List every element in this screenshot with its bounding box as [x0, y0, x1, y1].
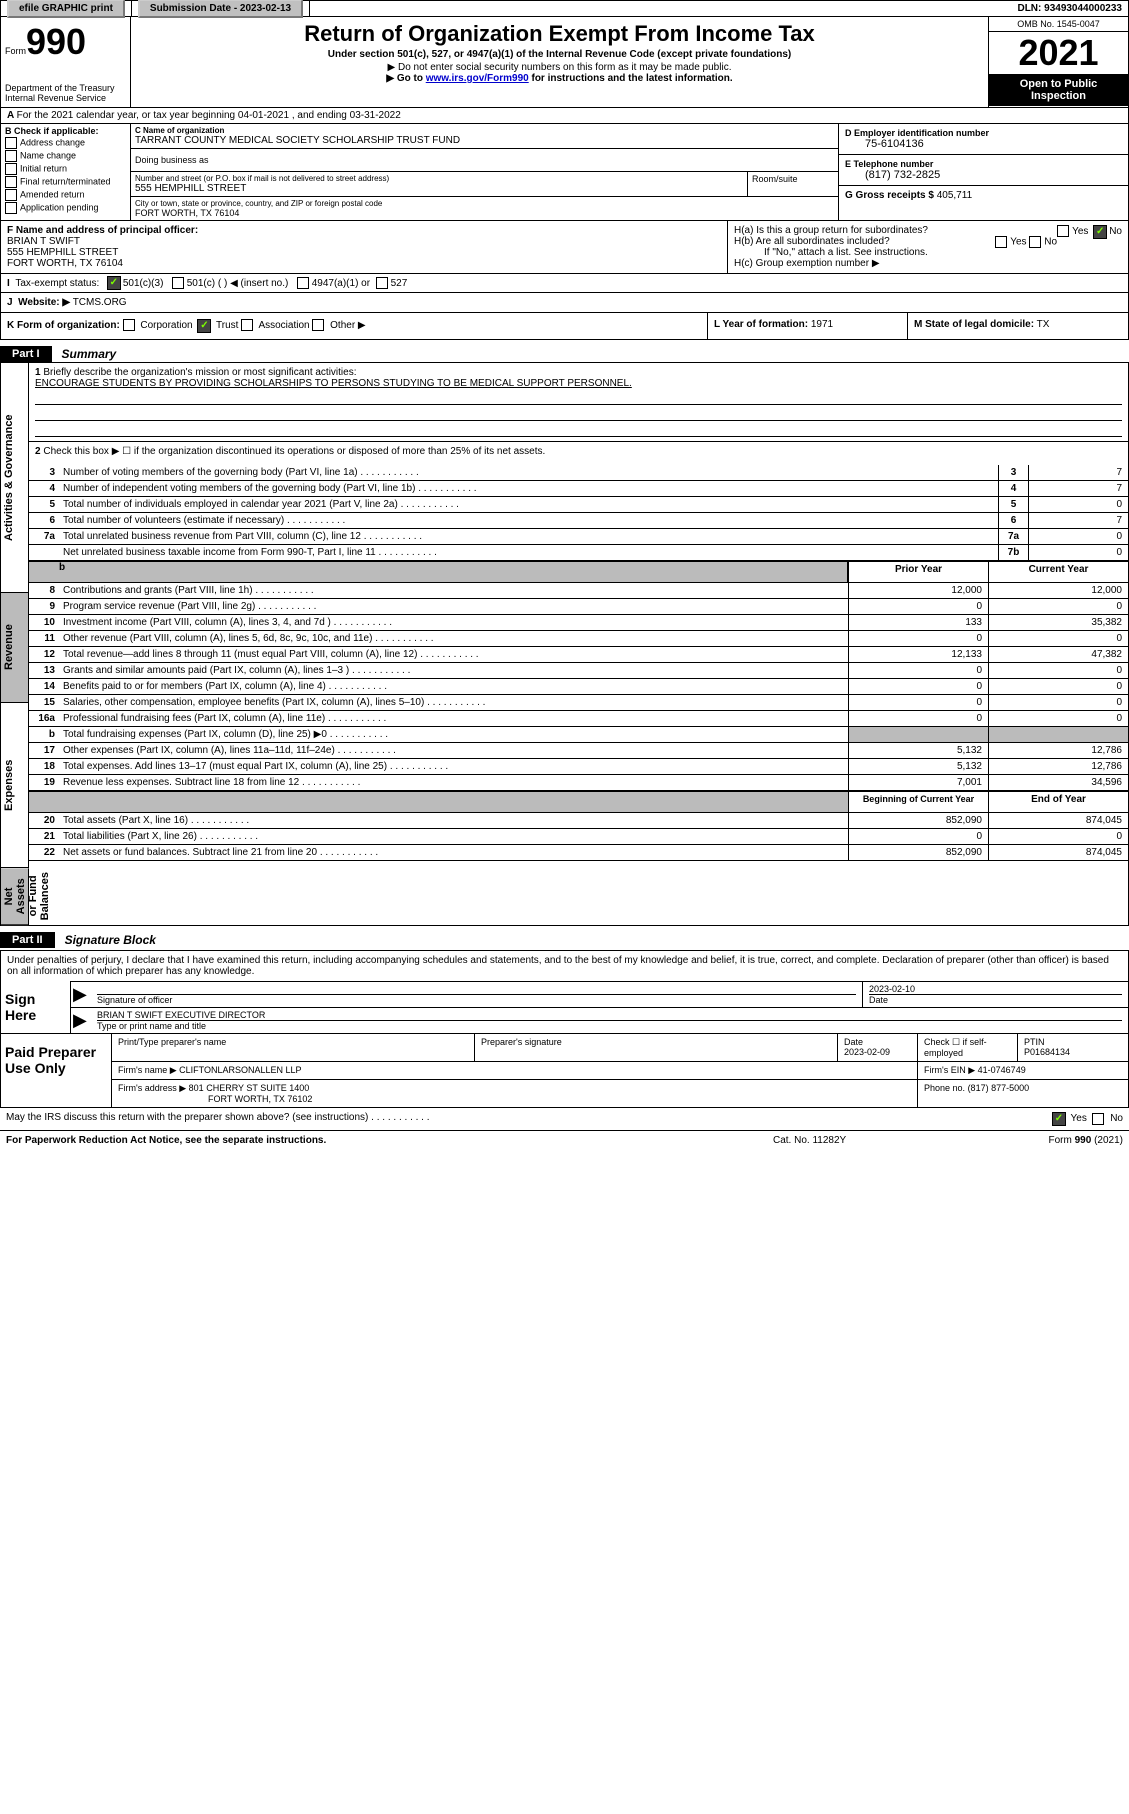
form-title: Return of Organization Exempt From Incom… — [135, 21, 984, 47]
part2-header: Part II Signature Block — [0, 932, 1129, 948]
irs-link[interactable]: www.irs.gov/Form990 — [426, 73, 529, 84]
summary-line: 21Total liabilities (Part X, line 26) 00 — [29, 829, 1128, 845]
signature-block: Under penalties of perjury, I declare th… — [0, 950, 1129, 1034]
side-governance: Activities & Governance — [1, 363, 29, 593]
line-2: 2 Check this box ▶ ☐ if the organization… — [29, 442, 1128, 465]
row-i: I Tax-exempt status: ✓ 501(c)(3) 501(c) … — [0, 274, 1129, 293]
form-number: 990 — [26, 21, 86, 62]
row-j: J Website: ▶ TCMS.ORG — [0, 293, 1129, 313]
submission-date: Submission Date - 2023-02-13 — [138, 0, 303, 18]
summary-line: 16aProfessional fundraising fees (Part I… — [29, 711, 1128, 727]
side-revenue: Revenue — [1, 593, 29, 703]
tax-year: 2021 — [989, 32, 1128, 74]
column-header-1: b Prior Year Current Year — [29, 561, 1128, 583]
mission-text: ENCOURAGE STUDENTS BY PROVIDING SCHOLARS… — [35, 378, 632, 389]
box-h: H(a) Is this a group return for subordin… — [728, 221, 1128, 273]
summary-line: bTotal fundraising expenses (Part IX, co… — [29, 727, 1128, 743]
discuss-row: May the IRS discuss this return with the… — [0, 1108, 1129, 1130]
subtitle-1: Under section 501(c), 527, or 4947(a)(1)… — [135, 49, 984, 60]
telephone-value: (817) 732-2825 — [845, 169, 1122, 181]
row-klm: K Form of organization: Corporation ✓ Tr… — [0, 313, 1129, 340]
subtitle-3: ▶ Go to www.irs.gov/Form990 for instruct… — [135, 73, 984, 84]
summary-line: 8Contributions and grants (Part VIII, li… — [29, 583, 1128, 599]
summary-line: 12Total revenue—add lines 8 through 11 (… — [29, 647, 1128, 663]
summary-line: 6Total number of volunteers (estimate if… — [29, 513, 1128, 529]
form-word: Form — [5, 46, 26, 56]
box-c-city: City or town, state or province, country… — [131, 197, 838, 220]
block-bcd: B Check if applicable: Address change Na… — [0, 124, 1129, 221]
open-public: Open to Public Inspection — [989, 74, 1128, 106]
summary-line: 5Total number of individuals employed in… — [29, 497, 1128, 513]
efile-button[interactable]: efile GRAPHIC print — [7, 0, 125, 18]
irs-label: Internal Revenue Service — [5, 93, 126, 103]
summary-line: 18Total expenses. Add lines 13–17 (must … — [29, 759, 1128, 775]
summary-line: 14Benefits paid to or for members (Part … — [29, 679, 1128, 695]
summary-line: 3Number of voting members of the governi… — [29, 465, 1128, 481]
gross-receipts: 405,711 — [937, 190, 972, 201]
summary-line: 20Total assets (Part X, line 16) 852,090… — [29, 813, 1128, 829]
summary-line: 22Net assets or fund balances. Subtract … — [29, 845, 1128, 861]
row-a: A For the 2021 calendar year, or tax yea… — [0, 108, 1129, 124]
box-c-street: Number and street (or P.O. box if mail i… — [131, 172, 748, 197]
box-d: D Employer identification number75-61041… — [838, 124, 1128, 220]
box-b: B Check if applicable: Address change Na… — [1, 124, 131, 220]
summary-line: 19Revenue less expenses. Subtract line 1… — [29, 775, 1128, 791]
summary-line: 4Number of independent voting members of… — [29, 481, 1128, 497]
side-expenses: Expenses — [1, 703, 29, 868]
summary-line: 13Grants and similar amounts paid (Part … — [29, 663, 1128, 679]
sign-here-label: Sign Here — [1, 981, 71, 1033]
summary-line: 11Other revenue (Part VIII, column (A), … — [29, 631, 1128, 647]
summary-table: Activities & Governance Revenue Expenses… — [0, 362, 1129, 926]
dln: DLN: 93493044000233 — [1011, 1, 1128, 16]
summary-line: 17Other expenses (Part IX, column (A), l… — [29, 743, 1128, 759]
mission-block: 1 Briefly describe the organization's mi… — [29, 363, 1128, 442]
preparer-block: Paid Preparer Use Only Print/Type prepar… — [0, 1034, 1129, 1108]
form-header: Form990 Department of the Treasury Inter… — [0, 17, 1129, 108]
box-c-dba: Doing business as — [131, 149, 838, 172]
column-header-2: Beginning of Current Year End of Year — [29, 791, 1128, 813]
summary-line: 10Investment income (Part VIII, column (… — [29, 615, 1128, 631]
summary-line: 9Program service revenue (Part VIII, lin… — [29, 599, 1128, 615]
omb-number: OMB No. 1545-0047 — [989, 17, 1128, 32]
side-netassets: Net Assets or Fund Balances — [1, 868, 29, 925]
subtitle-2: ▶ Do not enter social security numbers o… — [135, 62, 984, 73]
summary-line: 7aTotal unrelated business revenue from … — [29, 529, 1128, 545]
summary-line: Net unrelated business taxable income fr… — [29, 545, 1128, 561]
box-c-name: C Name of organization TARRANT COUNTY ME… — [131, 124, 838, 149]
block-fh: F Name and address of principal officer:… — [0, 221, 1129, 274]
dept-label: Department of the Treasury — [5, 83, 126, 93]
part1-header: Part I Summary — [0, 346, 1129, 362]
summary-line: 15Salaries, other compensation, employee… — [29, 695, 1128, 711]
ein-value: 75-6104136 — [845, 138, 1122, 150]
box-f: F Name and address of principal officer:… — [1, 221, 728, 273]
box-c-room: Room/suite — [748, 172, 838, 197]
footer: For Paperwork Reduction Act Notice, see … — [0, 1130, 1129, 1150]
top-bar: efile GRAPHIC print Submission Date - 20… — [0, 0, 1129, 17]
